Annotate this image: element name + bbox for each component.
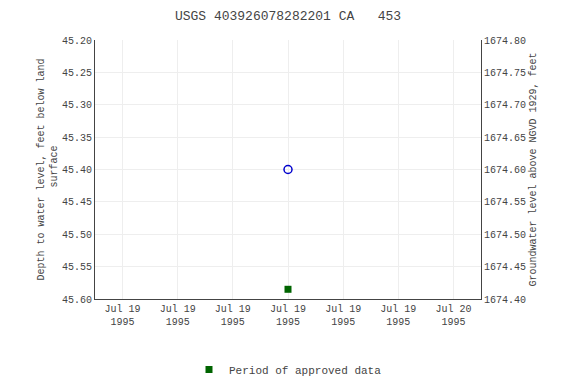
svg-text:45.25: 45.25 <box>62 68 92 79</box>
svg-text:1674.80: 1674.80 <box>484 36 526 47</box>
svg-text:45.60: 45.60 <box>62 295 92 306</box>
svg-text:Jul 191995: Jul 191995 <box>325 304 361 328</box>
svg-text:Period of approved data: Period of approved data <box>229 365 381 377</box>
svg-text:45.30: 45.30 <box>62 100 92 111</box>
svg-text:Jul 191995: Jul 191995 <box>215 304 251 328</box>
svg-text:1674.55: 1674.55 <box>484 197 526 208</box>
svg-text:USGS 403926078282201 CA 453: USGS 403926078282201 CA 453 <box>175 9 401 24</box>
svg-text:1674.40: 1674.40 <box>484 295 526 306</box>
svg-text:45.45: 45.45 <box>62 197 92 208</box>
svg-text:1674.60: 1674.60 <box>484 165 526 176</box>
svg-text:1674.70: 1674.70 <box>484 100 526 111</box>
svg-text:Jul 191995: Jul 191995 <box>270 304 306 328</box>
svg-text:45.55: 45.55 <box>62 262 92 273</box>
svg-text:45.40: 45.40 <box>62 165 92 176</box>
svg-text:Jul 191995: Jul 191995 <box>380 304 416 328</box>
svg-text:45.20: 45.20 <box>62 36 92 47</box>
svg-text:1674.50: 1674.50 <box>484 230 526 241</box>
svg-text:Depth to water level, feet bel: Depth to water level, feet below land su… <box>36 58 60 280</box>
svg-text:1674.45: 1674.45 <box>484 262 526 273</box>
svg-text:1674.75: 1674.75 <box>484 68 526 79</box>
svg-text:45.50: 45.50 <box>62 230 92 241</box>
svg-text:Jul 201995: Jul 201995 <box>435 304 471 328</box>
svg-text:1674.65: 1674.65 <box>484 133 526 144</box>
svg-text:Jul 191995: Jul 191995 <box>160 304 196 328</box>
svg-text:45.35: 45.35 <box>62 133 92 144</box>
svg-text:Jul 191995: Jul 191995 <box>105 304 141 328</box>
svg-text:Groundwater level above NGVD 1: Groundwater level above NGVD 1929, feet <box>528 52 539 286</box>
